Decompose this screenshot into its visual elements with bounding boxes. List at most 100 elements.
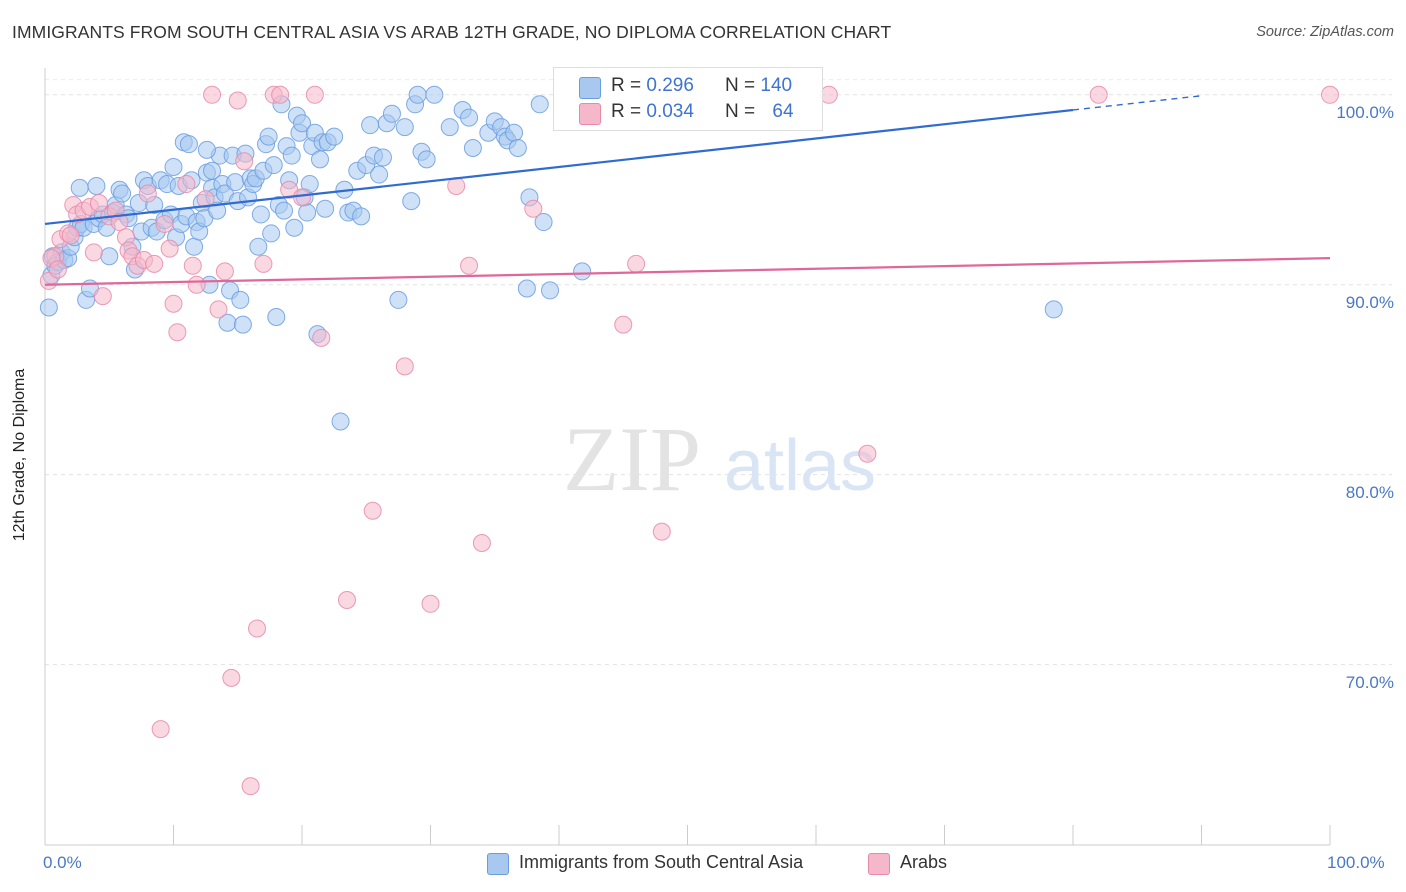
watermark: ZIP atlas [563,408,876,510]
x-tick-label-min: 0.0% [43,853,82,872]
point-arabs [187,275,206,294]
point-south-central-asia [352,207,371,226]
point-south-central-asia [285,218,304,237]
point-arabs [160,239,179,258]
point-south-central-asia [267,308,286,327]
point-south-central-asia [264,156,283,175]
y-tick-label: 80.0% [1345,482,1394,502]
point-south-central-asia [417,150,436,169]
point-south-central-asia [39,298,58,317]
point-south-central-asia [249,237,268,256]
point-south-central-asia [282,146,301,165]
point-south-central-asia [262,224,281,243]
point-arabs [222,668,241,687]
point-south-central-asia [395,118,414,137]
point-south-central-asia [508,138,527,157]
point-south-central-asia [293,114,311,133]
series-legend: Immigrants from South Central Asia Arabs [0,852,1406,876]
y-tick-label: 70.0% [1345,672,1394,692]
point-south-central-asia [517,279,536,298]
n-value: 64 [772,101,794,122]
point-arabs [138,184,157,203]
trend-line-south-central-asia [44,108,1074,226]
point-arabs [337,590,356,609]
legend-label-south-central-asia: Immigrants from South Central Asia [519,852,804,872]
y-axis-label: 12th Grade, No Diploma [11,368,28,542]
point-south-central-asia [534,213,553,232]
point-south-central-asia [179,135,198,154]
point-south-central-asia [373,148,392,167]
point-arabs [254,254,273,273]
watermark-zip: ZIP [563,408,701,510]
point-south-central-asia [300,175,319,194]
point-arabs [164,294,183,313]
point-arabs [155,214,174,233]
point-south-central-asia [87,176,106,195]
point-south-central-asia [408,85,427,104]
point-south-central-asia [402,192,421,211]
y-tick-label: 90.0% [1345,292,1394,312]
point-south-central-asia [226,173,245,192]
point-south-central-asia [231,290,250,309]
point-south-central-asia [389,290,408,309]
point-arabs [421,594,440,613]
point-arabs [1321,85,1339,104]
point-south-central-asia [505,123,524,142]
point-arabs [614,315,633,334]
chart-source: Source: ZipAtlas.com [1256,24,1394,40]
point-south-central-asia [460,108,479,127]
point-arabs [183,256,202,275]
swatch-south-central-asia [579,77,601,99]
stats-legend: R = 0.296 N = 140 R = 0.034 N = 64 [553,67,823,131]
point-arabs [151,720,170,739]
n-value: 140 [760,75,793,96]
data-points [39,85,1339,796]
x-tick-label-max: 100.0% [1327,853,1385,872]
point-south-central-asia [113,184,132,203]
point-arabs [248,619,267,638]
point-south-central-asia [233,315,252,334]
r-label: R = [611,75,642,96]
point-south-central-asia [164,157,183,176]
point-arabs [858,444,877,463]
point-south-central-asia [298,203,317,222]
point-south-central-asia [251,205,270,224]
point-south-central-asia [1044,300,1063,319]
point-arabs [93,287,112,306]
legend-swatch-south-central-asia [487,853,509,875]
trend-line-arabs [44,257,1331,286]
point-arabs [627,254,646,273]
point-arabs [241,777,260,796]
point-south-central-asia [316,199,335,218]
point-south-central-asia [370,165,389,184]
legend-swatch-arabs [868,853,890,875]
point-arabs [472,534,491,553]
point-arabs [293,188,311,207]
point-south-central-asia [440,118,459,137]
point-arabs [196,190,215,209]
n-label: N = [725,75,756,96]
point-arabs [1089,85,1108,104]
point-south-central-asia [100,247,119,266]
axes [44,68,1331,846]
watermark-atlas: atlas [724,426,876,506]
point-arabs [460,256,479,275]
point-arabs [235,152,254,171]
r-value: 0.296 [646,75,694,96]
point-south-central-asia [382,104,401,123]
n-label: N = [725,101,756,122]
point-arabs [61,226,80,245]
point-south-central-asia [70,178,89,197]
legend-label-arabs: Arabs [900,852,948,872]
point-south-central-asia [541,281,560,300]
point-arabs [215,262,234,281]
point-arabs [395,357,414,376]
point-arabs [177,175,196,194]
point-arabs [84,243,103,262]
point-south-central-asia [197,140,216,159]
point-arabs [145,254,164,273]
swatch-arabs [579,103,601,125]
point-arabs [271,85,290,104]
point-south-central-asia [463,138,482,157]
